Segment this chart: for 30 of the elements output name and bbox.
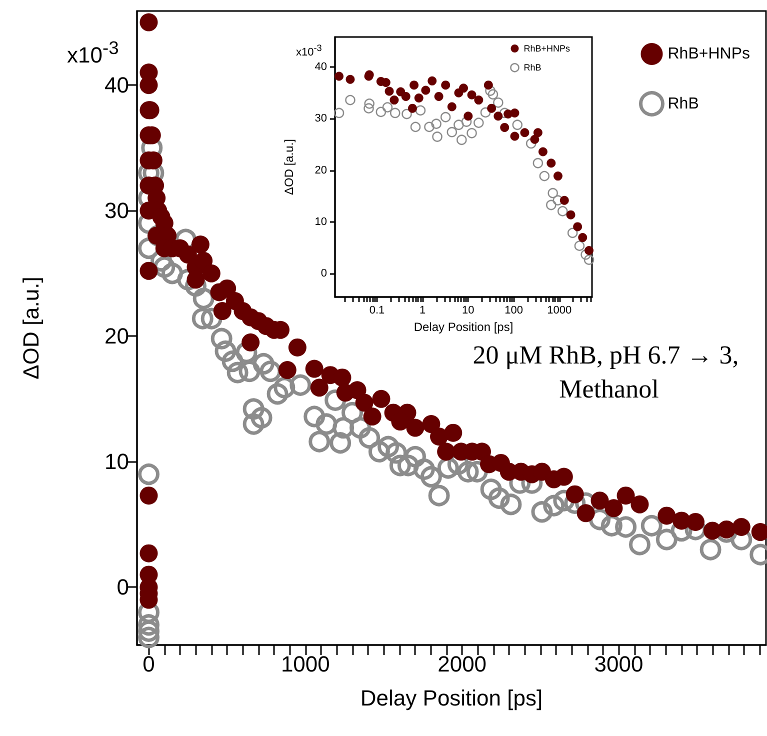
y-tick-label: 40 (314, 60, 327, 73)
legend-label: RhB+HNPs (668, 46, 750, 62)
y-tick-label: 10 (314, 216, 327, 228)
annotation: x10$^{-3}$ (296, 42, 322, 59)
annotation: 20 μM RhB, pH 6.7 → 3, Methanol (472, 340, 746, 404)
x-tick-label: 2000 (438, 652, 487, 676)
y-tick-label: 20 (314, 164, 327, 176)
y-tick-label: 0 (116, 574, 129, 600)
x-tick-label: 1000 (547, 304, 572, 316)
x-axis-title: Delay Position [ps] (360, 686, 543, 710)
y-tick-label: 30 (104, 198, 129, 224)
x-tick-label: 0 (142, 652, 155, 676)
y-axis-title: ΔOD [a.u.] (18, 276, 44, 380)
legend-label: RhB (524, 62, 542, 73)
text: x10$^{-3}$ (67, 36, 119, 68)
x-tick-label: 3000 (594, 652, 644, 676)
legend-label: RhB (668, 95, 699, 112)
legend-label: RhB+HNPs (524, 44, 570, 54)
x-tick-label: 10 (462, 304, 474, 316)
y-tick-label: 20 (104, 324, 129, 349)
x-axis-title: Delay Position [ps] (414, 320, 514, 334)
y-tick-label: 0 (320, 268, 327, 280)
x-tick-label: 1000 (280, 652, 330, 676)
y-tick-label: 30 (314, 112, 327, 125)
y-axis-title: ΔOD [a.u.] (282, 138, 296, 196)
x-tick-label: 1 (420, 304, 426, 316)
y-tick-label: 10 (104, 449, 129, 474)
y-tick-label: 40 (104, 72, 129, 98)
x-tick-label: 100 (504, 304, 523, 316)
x-tick-label: 0.1 (369, 304, 385, 316)
